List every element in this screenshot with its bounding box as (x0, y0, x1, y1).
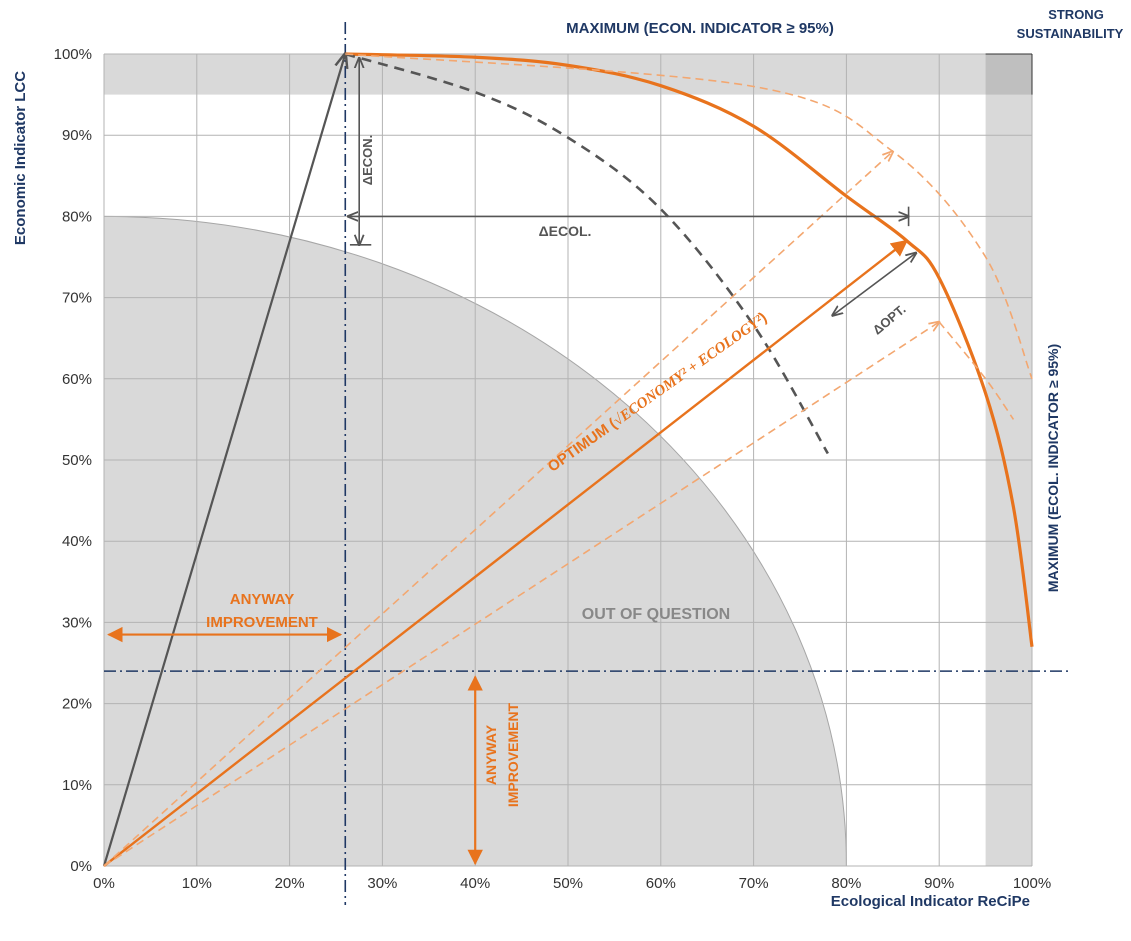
x-tick-label: 60% (646, 875, 676, 892)
anyway-improvement-label-h-line2: IMPROVEMENT (206, 614, 318, 631)
x-tick-label: 0% (93, 875, 115, 892)
y-tick-label: 50% (62, 452, 92, 469)
outer-dashed-curve (345, 53, 1033, 380)
x-axis-label: Ecological Indicator ReCiPe (831, 893, 1030, 910)
optimum-line (103, 239, 909, 867)
grid (103, 53, 1033, 867)
delta-opt-label: ΔOPT. (870, 302, 909, 338)
econ-maximum-label: MAXIMUM (ECON. INDICATOR ≥ 95%) (566, 20, 834, 37)
anyway-improvement-label-v-line2: IMPROVEMENT (505, 702, 521, 807)
y-tick-label: 20% (62, 696, 92, 713)
delta-econ-label: ΔECON. (360, 135, 375, 186)
x-tick-label: 90% (924, 875, 954, 892)
ecol-maximum-label: MAXIMUM (ECOL. INDICATOR ≥ 95%) (1045, 344, 1061, 592)
steep-line-series (102, 54, 345, 867)
x-tick-label: 30% (367, 875, 397, 892)
y-tick-label: 80% (62, 208, 92, 225)
y-tick-label: 10% (62, 777, 92, 794)
y-tick-label: 100% (54, 46, 92, 63)
x-tick-label: 70% (739, 875, 769, 892)
y-tick-label: 90% (62, 127, 92, 144)
pareto-front-curve (345, 52, 1034, 647)
y-tick-label: 30% (62, 614, 92, 631)
strong-sustainability-zone (985, 54, 1032, 95)
strong-sustainability-label-line2: SUSTAINABILITY (1017, 26, 1124, 41)
dimension-arrows (107, 58, 916, 866)
out-of-question-label: OUT OF QUESTION (582, 606, 730, 623)
y-tick-label: 70% (62, 290, 92, 307)
y-axis-label: Economic Indicator LCC (12, 71, 29, 245)
optimum-lower-dashed-line (103, 322, 939, 867)
delta-opt-arrow (832, 253, 916, 316)
lower-dashed-curve-segment (938, 321, 1015, 420)
x-tick-label: 20% (275, 875, 305, 892)
y-axis-ticks: 0% 10% 20% 30% 40% 50% 60% 70% 80% 90% 100% (54, 46, 92, 875)
y-tick-label: 40% (62, 533, 92, 550)
strong-sustainability-label-line1: STRONG (1048, 7, 1104, 22)
anyway-improvement-label-h-line1: ANYWAY (230, 591, 294, 608)
series-layer (102, 52, 1034, 867)
x-tick-label: 40% (460, 875, 490, 892)
x-tick-label: 100% (1013, 875, 1051, 892)
anyway-improvement-label-v-line1: ANYWAY (483, 724, 499, 785)
optimum-upper-dashed-line (103, 151, 893, 867)
x-axis-ticks: 0% 10% 20% 30% 40% 50% 60% 70% 80% 90% 100% (93, 875, 1051, 892)
delta-ecol-label: ΔECOL. (539, 223, 592, 239)
x-tick-label: 10% (182, 875, 212, 892)
x-tick-label: 80% (831, 875, 861, 892)
x-tick-label: 50% (553, 875, 583, 892)
y-tick-label: 60% (62, 371, 92, 388)
y-tick-label: 0% (70, 858, 92, 875)
